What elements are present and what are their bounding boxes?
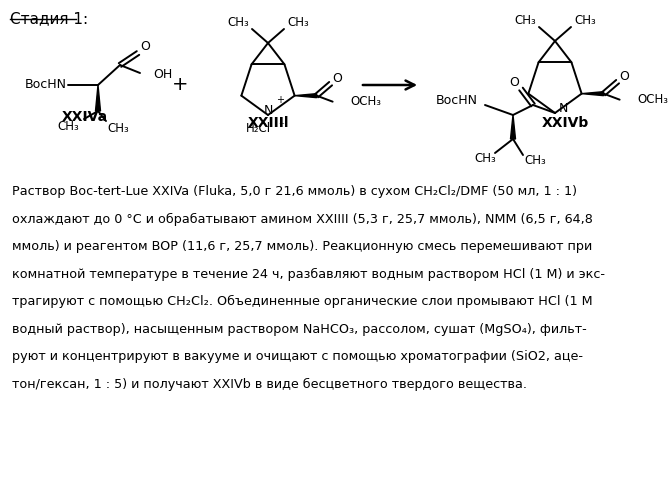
Text: комнатной температуре в течение 24 ч, разбавляют водным раствором HCl (1 М) и эк: комнатной температуре в течение 24 ч, ра… xyxy=(12,268,605,280)
Text: водный раствор), насыщенным раствором NaHCO₃, рассолом, сушат (MgSO₄), фильт-: водный раствор), насыщенным раствором Na… xyxy=(12,322,587,336)
Text: ммоль) и реагентом BOP (11,6 г, 25,7 ммоль). Реакционную смесь перемешивают при: ммоль) и реагентом BOP (11,6 г, 25,7 ммо… xyxy=(12,240,592,253)
Text: CH₃: CH₃ xyxy=(474,152,496,166)
Text: XXIVa: XXIVa xyxy=(62,110,108,124)
Text: CH₃: CH₃ xyxy=(524,154,546,168)
Text: O: O xyxy=(619,70,630,83)
Polygon shape xyxy=(96,85,100,111)
Text: OCH₃: OCH₃ xyxy=(638,93,668,106)
Text: CH₃: CH₃ xyxy=(514,14,536,28)
Text: XXIVb: XXIVb xyxy=(541,116,589,130)
Text: O: O xyxy=(332,72,343,85)
Text: Стадия 1:: Стадия 1: xyxy=(10,11,88,26)
Text: охлаждают до 0 °C и обрабатывают амином XXIIII (5,3 г, 25,7 ммоль), NMM (6,5 г, : охлаждают до 0 °C и обрабатывают амином … xyxy=(12,212,593,226)
Text: CH₃: CH₃ xyxy=(107,122,129,136)
Text: CH₃: CH₃ xyxy=(574,14,596,28)
Text: OH: OH xyxy=(153,68,172,82)
Text: XXIIIl: XXIIIl xyxy=(248,116,289,130)
Text: CH₃: CH₃ xyxy=(227,16,249,30)
Text: ⁻: ⁻ xyxy=(278,121,284,131)
Text: тон/гексан, 1 : 5) и получают XXIVb в виде бесцветного твердого вещества.: тон/гексан, 1 : 5) и получают XXIVb в ви… xyxy=(12,378,527,390)
Polygon shape xyxy=(510,115,516,139)
Text: O: O xyxy=(140,40,150,54)
Text: Раствор Boc-tert-Lue XXIVa (Fluka, 5,0 г 21,6 ммоль) в сухом CH₂Cl₂/DMF (50 мл, : Раствор Boc-tert-Lue XXIVa (Fluka, 5,0 г… xyxy=(12,185,577,198)
Text: руют и концентрируют в вакууме и очищают с помощью хроматографии (SiO2, аце-: руют и концентрируют в вакууме и очищают… xyxy=(12,350,583,363)
Text: +: + xyxy=(172,76,188,94)
Text: CH₃: CH₃ xyxy=(57,120,79,134)
Polygon shape xyxy=(581,92,603,96)
Text: N: N xyxy=(264,104,273,118)
Text: BocHN: BocHN xyxy=(25,78,67,90)
Text: BocHN: BocHN xyxy=(436,94,478,108)
Text: OCH₃: OCH₃ xyxy=(351,95,381,108)
Text: CH₃: CH₃ xyxy=(287,16,309,30)
Text: H₂Cl: H₂Cl xyxy=(246,122,270,136)
Polygon shape xyxy=(294,94,316,98)
Text: N: N xyxy=(559,102,568,116)
Text: трагируют с помощью CH₂Cl₂. Объединенные органические слои промывают HCl (1 М: трагируют с помощью CH₂Cl₂. Объединенные… xyxy=(12,295,593,308)
Text: +: + xyxy=(276,95,284,105)
Text: O: O xyxy=(509,76,519,90)
